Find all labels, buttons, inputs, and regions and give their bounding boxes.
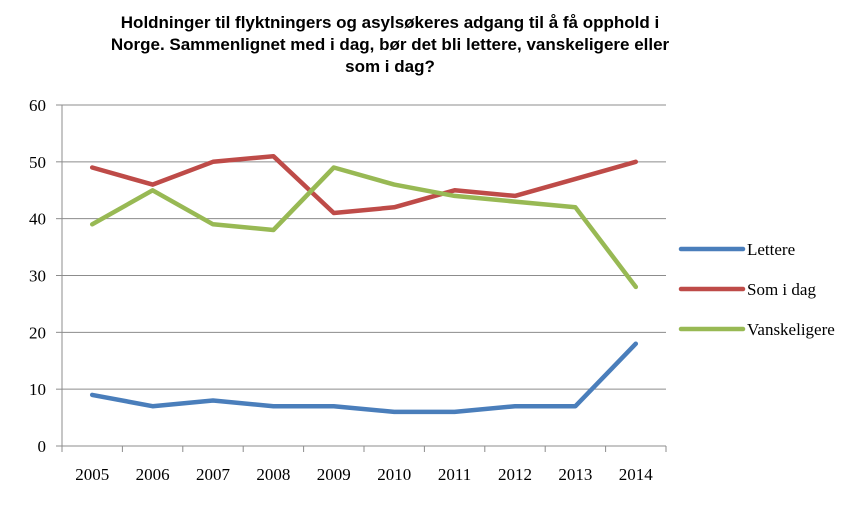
y-tick-label: 20 xyxy=(29,323,46,342)
y-tick-label: 0 xyxy=(38,437,47,456)
chart-title-line-2: Norge. Sammenlignet med i dag, bør det b… xyxy=(110,35,670,54)
chart-title: Holdninger til flyktningers og asylsøker… xyxy=(60,12,720,78)
y-axis-ticks: 0 10 20 30 40 50 60 xyxy=(29,96,62,456)
x-tick-label: 2007 xyxy=(196,465,231,484)
y-tick-label: 10 xyxy=(29,380,46,399)
x-tick-label: 2008 xyxy=(256,465,290,484)
y-tick-label: 30 xyxy=(29,267,46,286)
x-tick-label: 2011 xyxy=(438,465,471,484)
x-tick-label: 2005 xyxy=(75,465,109,484)
legend-label: Som i dag xyxy=(747,280,816,299)
series-line-lettere xyxy=(89,341,639,415)
y-tick-label: 50 xyxy=(29,153,46,172)
x-tick-label: 2010 xyxy=(377,465,411,484)
y-tick-label: 60 xyxy=(29,96,46,115)
x-tick-label: 2006 xyxy=(136,465,170,484)
legend-label: Lettere xyxy=(747,240,795,259)
x-axis-ticks: 2005 2006 2007 2008 2009 2010 2011 2012 2013 2014 xyxy=(61,446,667,484)
x-tick-label: 2014 xyxy=(619,465,654,484)
x-tick-label: 2009 xyxy=(317,465,351,484)
series-line-som-i-dag xyxy=(89,153,639,216)
gridlines xyxy=(62,104,666,390)
y-tick-label: 40 xyxy=(29,210,46,229)
series-lines xyxy=(89,153,639,415)
chart-title-line-1: Holdninger til flyktningers og asylsøker… xyxy=(120,13,660,32)
x-tick-label: 2013 xyxy=(558,465,592,484)
series-line-vanskeligere xyxy=(89,165,639,290)
chart-title-line-3: som i dag? xyxy=(345,57,435,76)
legend-label: Vanskeligere xyxy=(747,320,835,339)
x-tick-label: 2012 xyxy=(498,465,532,484)
legend: Lettere Som i dag Vanskeligere xyxy=(678,240,835,339)
